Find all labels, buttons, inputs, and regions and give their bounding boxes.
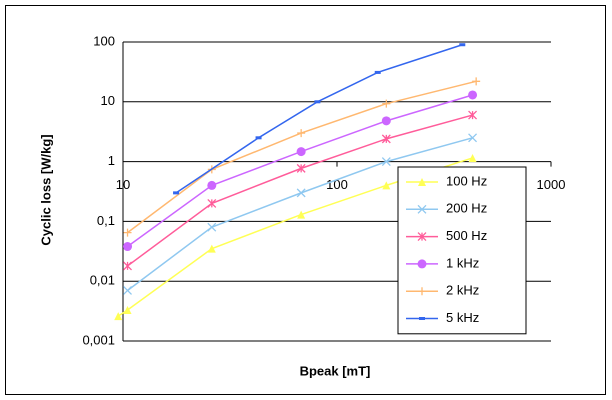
y-tick-label: 0,01 [90, 273, 115, 288]
marker [123, 286, 132, 295]
legend-label: 200 Hz [446, 201, 487, 216]
legend-label: 2 kHz [446, 283, 479, 298]
marker [381, 157, 391, 167]
y-tick-label: 1 [108, 153, 115, 168]
y-tick-label: 0,001 [82, 332, 115, 347]
x-tick-label: 10 [116, 177, 130, 192]
marker [374, 70, 381, 74]
marker [382, 181, 391, 190]
marker [296, 147, 306, 157]
marker [123, 261, 132, 271]
marker [207, 198, 217, 208]
legend-label: 1 kHz [446, 255, 479, 270]
y-tick-label: 0,1 [97, 213, 115, 228]
marker [207, 244, 216, 253]
marker [297, 129, 306, 138]
marker [297, 210, 306, 219]
marker [418, 178, 426, 186]
marker [419, 317, 425, 320]
legend-label: 5 kHz [446, 310, 479, 325]
marker [381, 116, 391, 126]
marker [207, 180, 217, 190]
marker [417, 204, 427, 214]
x-tick-label: 100 [326, 177, 348, 192]
marker [314, 100, 321, 104]
y-tick-label: 100 [93, 33, 115, 48]
marker [417, 259, 427, 269]
marker [418, 287, 426, 296]
legend-label: 500 Hz [446, 228, 487, 243]
marker [472, 77, 481, 86]
marker [296, 163, 306, 173]
legend-label: 100 Hz [446, 173, 487, 188]
y-axis-label: Cyclic loss [W/kg] [38, 134, 53, 245]
marker [468, 90, 478, 100]
y-tick-label: 10 [101, 93, 115, 108]
x-tick-label: 1000 [537, 177, 566, 192]
marker [459, 43, 466, 47]
marker [468, 133, 478, 143]
marker [468, 153, 477, 162]
x-axis-label: Bpeak [mT] [300, 363, 371, 378]
marker [255, 136, 262, 140]
marker [468, 110, 478, 120]
marker [123, 242, 133, 252]
marker [382, 99, 391, 108]
marker [123, 305, 132, 314]
legend-box [397, 166, 527, 335]
marker [381, 134, 391, 144]
marker [296, 188, 306, 198]
marker [173, 191, 180, 195]
marker [114, 312, 123, 321]
marker [123, 228, 132, 237]
marker [207, 222, 217, 232]
marker [417, 232, 427, 242]
